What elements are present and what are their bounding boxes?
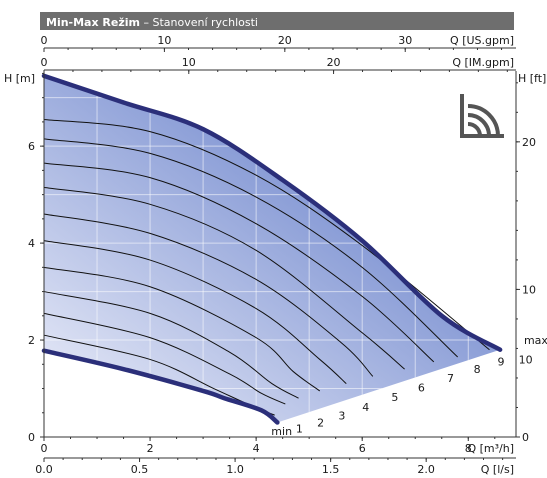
xm3h-axis-label: Q [m³/h] [467,442,514,455]
usgpm-tick-label: 0 [41,34,48,47]
xls-tick-label: 0.5 [131,463,149,476]
imgpm-tick-label: 20 [327,56,341,69]
curve-label-max: max [524,334,547,347]
chart-title: Min-Max Režim – Stanovení rychlosti [46,16,258,29]
xm3h-tick-label: 4 [253,442,260,455]
usgpm-tick-label: 30 [398,34,412,47]
xm3h-tick-label: 6 [359,442,366,455]
curve-label-4: 4 [362,401,369,414]
speed-curve-8 [43,162,435,363]
imgpm-tick-label: 10 [182,56,196,69]
min-curve [41,348,280,425]
curve-label-2: 2 [317,416,324,429]
title-band [40,12,514,30]
speed-mode-icon [460,94,504,138]
icon-arc-outer [467,104,500,137]
ym-tick-label: 6 [28,140,35,153]
xm3h-tick-label: 8 [465,442,472,455]
curve-label-9: 9 [497,355,504,368]
yft-tick-label: 0 [522,431,529,444]
xm3h-tick-label: 2 [147,442,154,455]
curve-label-3: 3 [338,410,345,423]
speed-curve-9 [43,138,459,358]
yft-tick-label: 10 [522,283,536,296]
ym-tick-label: 4 [28,237,35,250]
usgpm-tick-label: 10 [157,34,171,47]
xls-tick-label: 2.0 [417,463,435,476]
chart-title-bold: Min-Max Režim [46,16,140,29]
yft-axis-label: H [ft] [518,72,546,85]
speed-curve-10 [43,118,490,351]
speed-curve-7 [43,186,405,370]
xm3h-tick-label: 0 [41,442,48,455]
ym-tick-label: 0 [28,431,35,444]
curve-label-7: 7 [447,372,454,385]
curve-label-10: 10 [519,353,533,366]
operating-region [44,75,501,423]
xls-axis-label: Q [l/s] [481,463,514,476]
imgpm-axis-label: Q [IM.gpm] [452,56,514,69]
usgpm-tick-label: 20 [278,34,292,47]
curve-label-min: min [271,425,292,438]
icon-arc-inner [467,122,482,137]
speed-curve-3 [43,291,299,399]
xls-tick-label: 0.0 [35,463,53,476]
speed-curve-5 [43,240,347,385]
xls-tick-label: 1.5 [322,463,340,476]
usgpm-axis-label: Q [US.gpm] [450,34,514,47]
chart-title-rest: – Stanovení rychlosti [140,16,258,29]
curve-label-5: 5 [391,391,398,404]
ym-axis-label: H [m] [4,72,35,85]
imgpm-tick-label: 0 [41,56,48,69]
speed-curve-4 [43,266,321,392]
speed-curve-6 [43,213,374,377]
ym-tick-label: 2 [28,334,35,347]
yft-tick-label: 20 [522,136,536,149]
curve-label-6: 6 [418,382,425,395]
xls-tick-label: 1.0 [226,463,244,476]
icon-arc-middle [467,113,491,137]
curve-label-8: 8 [474,363,481,376]
max-curve [41,73,503,352]
curve-label-1: 1 [296,422,303,435]
speed-curve-2 [43,312,286,405]
